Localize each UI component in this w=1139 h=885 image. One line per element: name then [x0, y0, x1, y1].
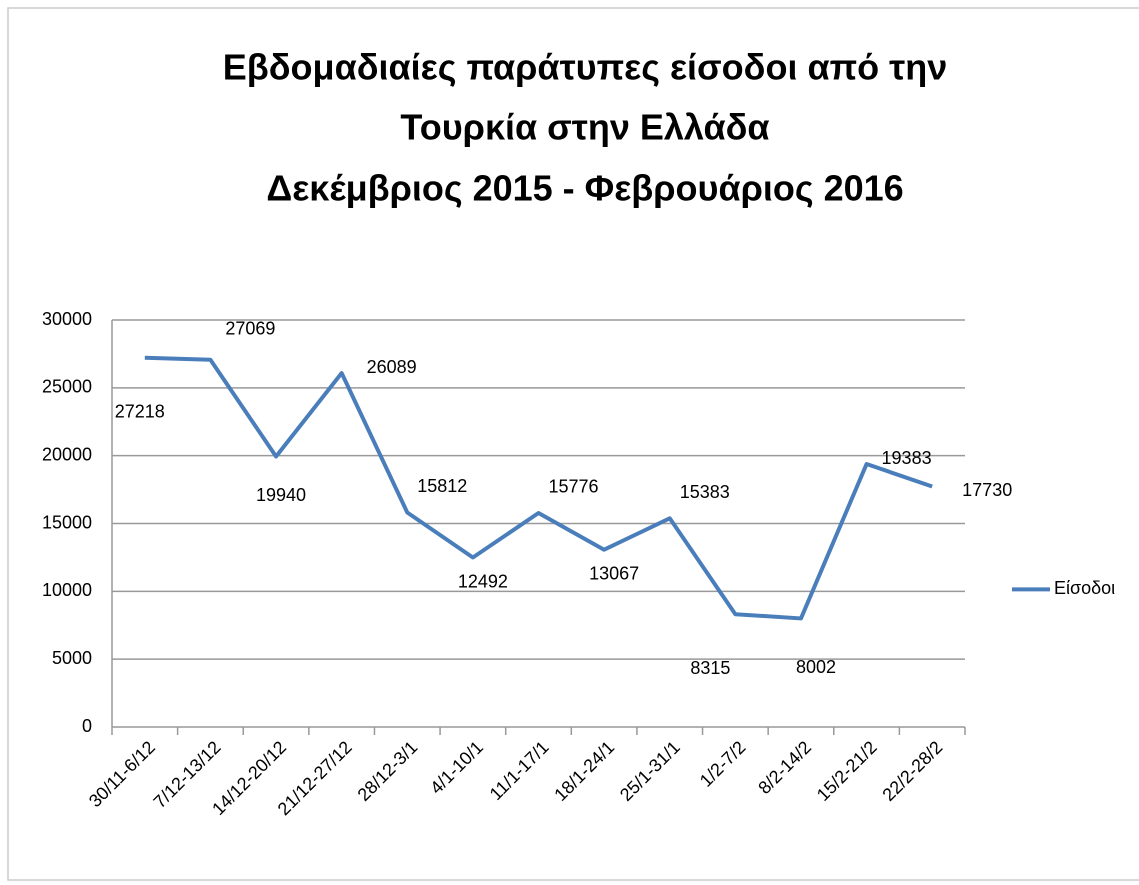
y-tick-label: 20000 — [42, 444, 92, 464]
data-label: 19940 — [256, 485, 306, 505]
data-label: 27218 — [115, 401, 165, 421]
y-tick-label: 25000 — [42, 377, 92, 397]
chart-title: Τουρκία στην Ελλάδα — [400, 107, 769, 148]
data-label: 8315 — [690, 658, 730, 678]
data-label: 19383 — [882, 448, 932, 468]
y-tick-label: 15000 — [42, 512, 92, 532]
data-label: 15812 — [417, 476, 467, 496]
data-label: 27069 — [225, 319, 275, 339]
legend-label: Είσοδοι — [1054, 578, 1115, 598]
chart-frame — [7, 7, 1139, 881]
data-label: 12492 — [458, 571, 508, 591]
data-label: 13067 — [589, 563, 639, 583]
chart-title: Εβδομαδιαίες παράτυπες είσοδοι από την — [223, 47, 948, 88]
y-tick-label: 0 — [82, 716, 92, 736]
y-tick-label: 30000 — [42, 309, 92, 329]
y-tick-label: 10000 — [42, 580, 92, 600]
data-label: 8002 — [796, 657, 836, 677]
data-label: 17730 — [962, 480, 1012, 500]
chart-title: Δεκέμβριος 2015 - Φεβρουάριος 2016 — [266, 168, 903, 209]
line-series — [144, 355, 933, 621]
data-label: 15383 — [680, 482, 730, 502]
y-tick-label: 5000 — [52, 648, 92, 668]
data-label: 15776 — [548, 477, 598, 497]
data-label: 26089 — [367, 357, 417, 377]
